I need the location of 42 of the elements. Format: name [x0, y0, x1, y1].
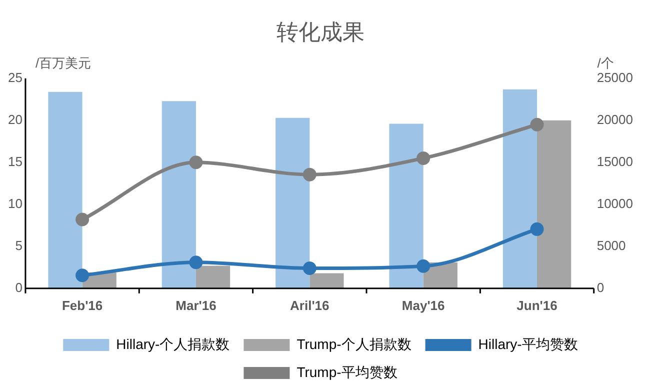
y2-tick-label: 15000 [596, 154, 634, 169]
bar [502, 89, 538, 288]
y-tick-label: 25 [8, 70, 22, 85]
point [189, 256, 203, 270]
point [189, 156, 203, 170]
bar [48, 92, 82, 288]
y2-tick-label: 25000 [596, 70, 634, 85]
chart-title: 转化成果 [276, 19, 364, 44]
legend-label: Trump-平均赞数 [296, 364, 398, 380]
y-axis-title: /百万美元 [35, 55, 92, 70]
bar [389, 124, 424, 288]
point [302, 261, 316, 275]
y-tick-label: 10 [8, 196, 22, 211]
legend-label: Trump-个人捐款数 [296, 336, 412, 352]
y2-tick-label: 0 [596, 280, 604, 295]
y2-tick-label: 10000 [596, 196, 634, 211]
bar [537, 120, 572, 288]
bar [310, 273, 344, 288]
x-tick-label: Feb'16 [62, 298, 103, 313]
x-tick-label: Jun'16 [516, 298, 558, 313]
bar [276, 118, 310, 288]
bar [162, 101, 196, 288]
point [530, 118, 544, 132]
y-tick-label: 0 [15, 280, 22, 295]
point [76, 268, 90, 282]
y2-axis-title: /个 [597, 55, 614, 70]
y-tick-label: 15 [8, 154, 22, 169]
x-tick-label: Aril'16 [290, 298, 330, 313]
point [76, 212, 90, 226]
point [302, 168, 316, 182]
y-tick-label: 20 [8, 112, 22, 127]
y2-tick-label: 20000 [596, 112, 634, 127]
x-tick-label: May'16 [402, 298, 445, 313]
legend-label: Hillary-个人捐款数 [116, 336, 230, 352]
y2-tick-label: 5000 [596, 238, 626, 253]
legend-label: Hillary-平均赞数 [478, 336, 578, 352]
point [416, 259, 430, 273]
point [416, 151, 430, 165]
bar [196, 266, 230, 288]
y-tick-label: 5 [15, 238, 22, 253]
x-tick-label: Mar'16 [176, 298, 216, 313]
point [530, 222, 544, 236]
